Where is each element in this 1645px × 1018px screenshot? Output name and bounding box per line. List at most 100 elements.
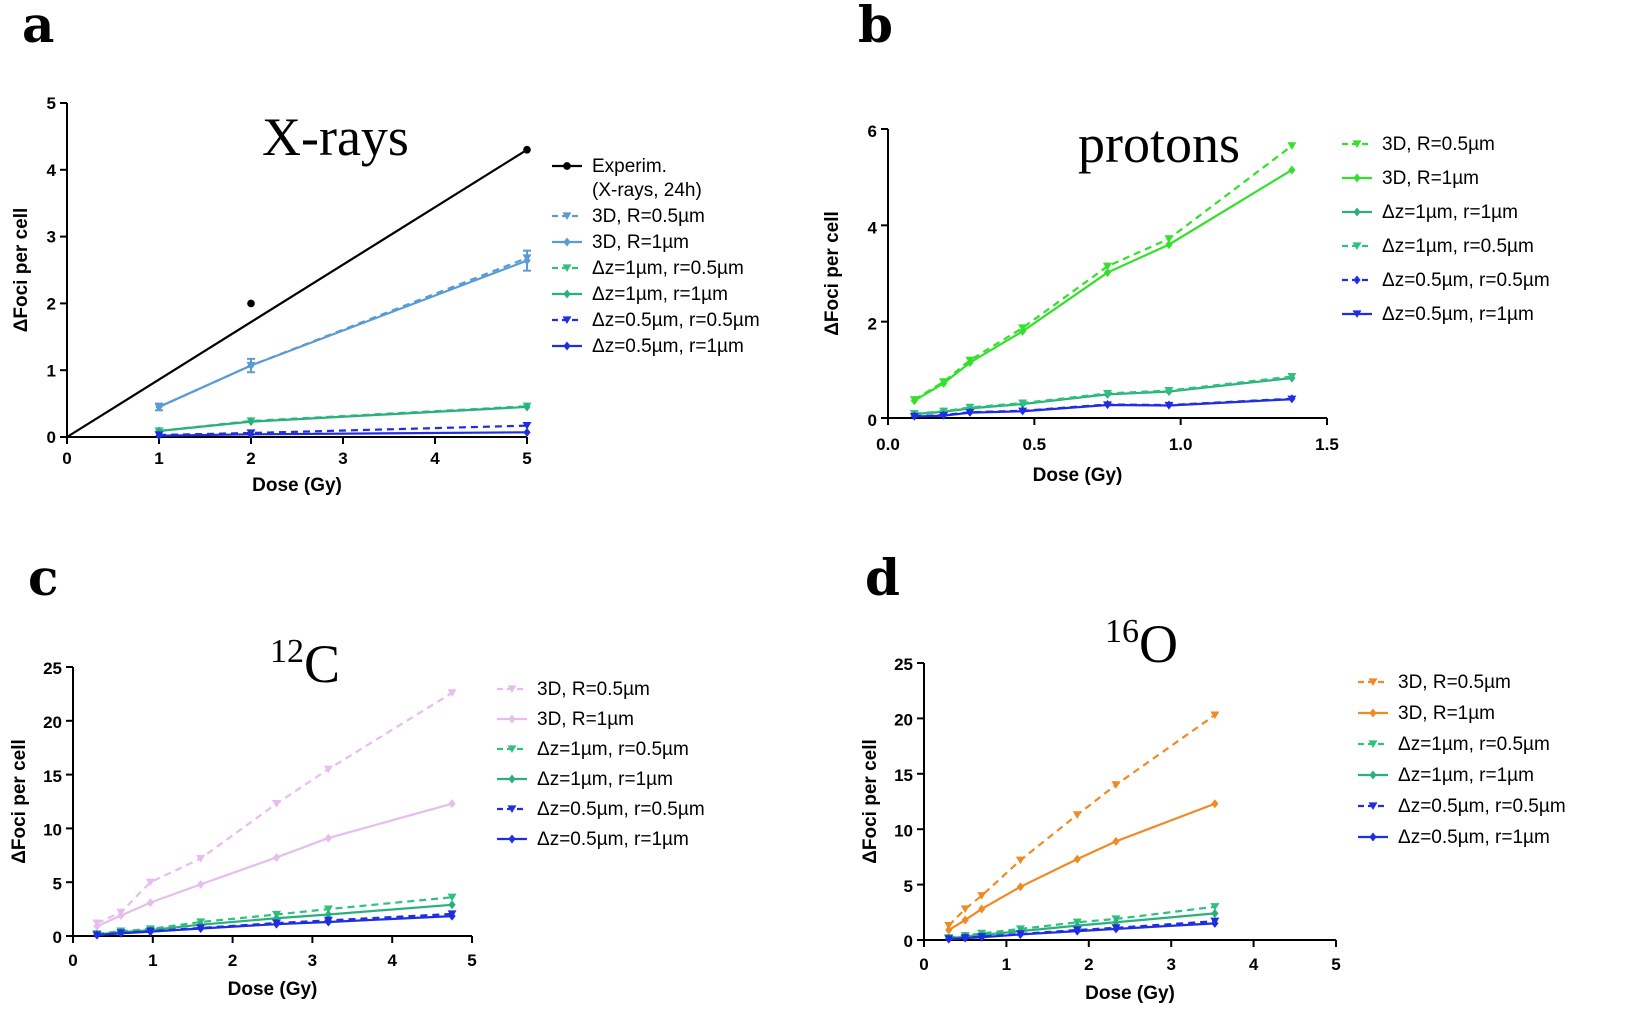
- data-point: [1287, 395, 1297, 404]
- series: Δz=0.5µm, r=1µm: [93, 829, 689, 940]
- data-point: [117, 928, 125, 938]
- data-point: [93, 921, 101, 931]
- legend-marker: [562, 264, 572, 273]
- data-point: [448, 799, 456, 809]
- chart-title: 16O: [1105, 613, 1178, 674]
- data-point: [961, 933, 969, 943]
- series-line: [913, 169, 1293, 402]
- y-tick-label: 5: [47, 94, 56, 113]
- legend-label: Δz=0.5µm, r=1µm: [1382, 304, 1534, 325]
- y-tick-label: 6: [868, 122, 877, 141]
- data-point: [945, 934, 953, 944]
- series: Δz=0.5µm, r=0.5µm: [944, 796, 1566, 943]
- y-tick-label: 10: [894, 821, 913, 840]
- data-point: [1073, 926, 1081, 936]
- data-point: [522, 422, 532, 430]
- data-point: [978, 932, 986, 942]
- legend-label: 3D, R=0.5µm: [537, 679, 650, 700]
- legend-marker: [1368, 740, 1378, 749]
- data-point: [965, 409, 975, 417]
- chart-title: 12C: [270, 633, 340, 694]
- x-tick-label: 4: [387, 951, 397, 970]
- data-point: [145, 878, 155, 887]
- y-tick-label: 15: [43, 767, 62, 786]
- series: Δz=0.5µm, r=1µm: [945, 827, 1550, 944]
- series: Experim. (X-rays, 24h): [66, 145, 702, 438]
- panel-a: a X-rays 0 1 2 3 4 5 0 1 2 3 4 5 Dose (Gy) ΔFoci per ce…: [11, 0, 760, 496]
- series-line: [158, 256, 528, 408]
- data-point: [448, 911, 456, 921]
- legend-label: Δz=0.5µm, r=1µm: [1398, 827, 1550, 848]
- series-line: [158, 259, 528, 408]
- series: Δz=1µm, r=1µm: [155, 284, 728, 436]
- data-point: [910, 396, 918, 406]
- legend-label: Δz=1µm, r=1µm: [592, 284, 728, 305]
- data-point: [323, 765, 333, 774]
- y-tick-label: 3: [47, 228, 56, 247]
- data-point: [324, 909, 332, 919]
- legend-label: Δz=1µm, r=0.5µm: [537, 739, 689, 760]
- data-point: [146, 898, 155, 908]
- panel-label-c: c: [28, 548, 58, 607]
- y-tick-label: 25: [894, 655, 913, 674]
- series-line: [948, 905, 1216, 939]
- data-point: [1211, 908, 1219, 918]
- panel-b: b protons 0.0 0.5 1.0 1.5 0 2 4 6 Dose (Gy) ΔFoci p…: [822, 0, 1550, 486]
- series: Δz=0.5µm, r=0.5µm: [910, 270, 1550, 421]
- data-point: [1164, 401, 1174, 410]
- data-point: [1073, 854, 1081, 864]
- series: 3D, R=1µm: [155, 232, 689, 412]
- data-point: [197, 879, 205, 889]
- legend-marker: [507, 805, 517, 814]
- data-point: [1211, 918, 1219, 928]
- chart-title-superscript: 16: [1105, 613, 1139, 650]
- data-point: [447, 689, 457, 697]
- series: Δz=1µm, r=1µm: [93, 769, 673, 939]
- y-tick-label: 4: [47, 161, 57, 180]
- x-tick-label: 3: [338, 449, 347, 468]
- legend-label: Δz=1µm, r=0.5µm: [1382, 236, 1534, 257]
- chart-title-main: O: [1139, 614, 1178, 674]
- data-point: [939, 411, 949, 420]
- data-point: [1211, 799, 1219, 809]
- x-tick-label: 1: [1002, 955, 1011, 974]
- data-point: [966, 358, 974, 368]
- data-point: [324, 833, 332, 843]
- series: 3D, R=1µm: [910, 165, 1479, 406]
- data-point: [1287, 142, 1297, 150]
- data-point: [197, 923, 205, 933]
- panel-label-b: b: [858, 0, 893, 54]
- series-line: [158, 431, 528, 437]
- legend-marker: [562, 212, 572, 221]
- data-point: [1016, 929, 1025, 939]
- legend-marker: [507, 745, 517, 754]
- legend-marker: [1369, 770, 1377, 780]
- legend-marker: [563, 289, 571, 299]
- y-tick-label: 2: [868, 315, 877, 334]
- legend-label: Δz=1µm, r=1µm: [1398, 765, 1534, 786]
- y-axis-label: ΔFoci per cell: [860, 739, 881, 864]
- x-tick-label: 1.0: [1169, 435, 1193, 454]
- legend-label: Δz=0.5µm, r=1µm: [592, 336, 744, 357]
- data-point: [1112, 924, 1120, 934]
- x-tick-label: 1: [154, 449, 163, 468]
- data-point: [977, 892, 987, 900]
- legend-label: 3D, R=1µm: [1398, 703, 1495, 724]
- y-axis-label: ΔFoci per cell: [822, 211, 843, 336]
- data-point: [324, 917, 332, 927]
- legend-label: Δz=0.5µm, r=0.5µm: [537, 799, 705, 820]
- x-axis-label: Dose (Gy): [1033, 465, 1123, 486]
- data-point: [1164, 386, 1174, 395]
- legend-label: Δz=0.5µm, r=0.5µm: [592, 310, 760, 331]
- legend-marker: [1369, 708, 1377, 718]
- y-tick-label: 4: [868, 218, 878, 237]
- x-tick-label: 2: [246, 449, 255, 468]
- legend-marker: [563, 162, 571, 170]
- x-tick-label: 5: [467, 951, 476, 970]
- x-tick-label: 0: [62, 449, 71, 468]
- data-point: [909, 412, 919, 421]
- data-point: [1015, 856, 1025, 865]
- x-axis-label: Dose (Gy): [252, 475, 342, 496]
- data-point: [978, 904, 986, 914]
